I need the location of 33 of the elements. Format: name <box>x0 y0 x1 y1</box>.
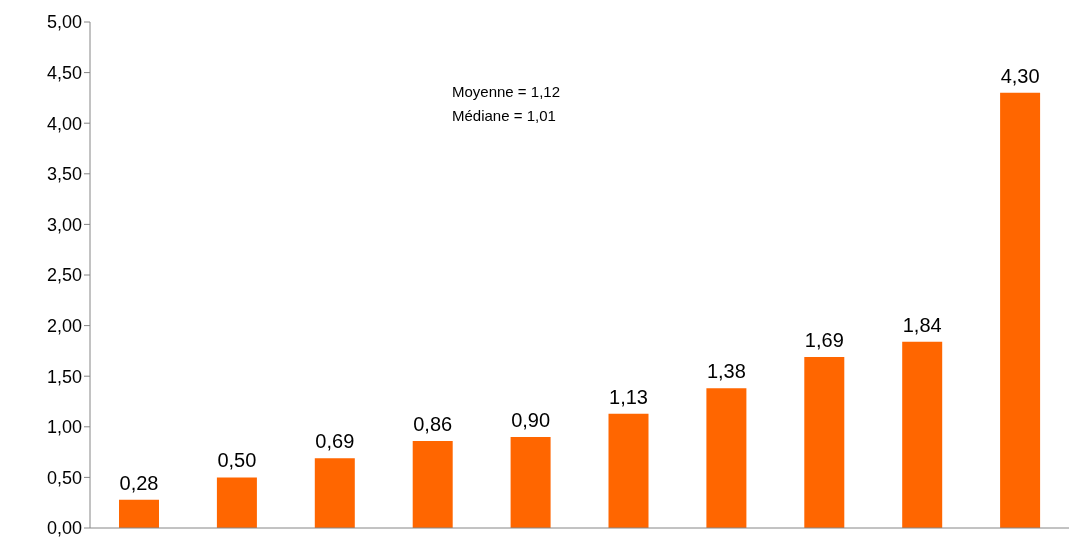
annotation: Médiane = 1,01 <box>452 106 557 126</box>
y-tick-label: 2,50 <box>46 265 82 286</box>
data-label: 0,69 <box>315 430 355 453</box>
bar <box>706 388 747 528</box>
y-tick-label: 4,00 <box>46 113 82 134</box>
bar <box>412 440 453 528</box>
y-tick-label: 5,00 <box>46 12 82 33</box>
y-tick-label: 3,00 <box>46 214 82 235</box>
data-label: 1,38 <box>706 360 746 383</box>
y-tick-label: 0,50 <box>46 467 82 488</box>
data-label: 1,84 <box>902 313 942 336</box>
data-label: 0,86 <box>413 412 453 435</box>
data-label: 4,30 <box>1000 64 1040 87</box>
data-label: 0,90 <box>511 408 551 431</box>
y-tick-label: 1,00 <box>46 417 82 438</box>
bar <box>119 499 159 528</box>
bar <box>804 356 845 528</box>
data-label: 1,69 <box>804 328 844 351</box>
y-tick-label: 0,00 <box>46 518 82 539</box>
y-tick-label: 2,00 <box>46 315 82 336</box>
bar <box>216 477 257 528</box>
annotation: Moyenne = 1,12 <box>452 82 560 102</box>
y-tick-label: 3,50 <box>46 164 82 185</box>
bar <box>314 458 355 528</box>
bar <box>608 413 649 528</box>
data-label: 0,28 <box>119 471 159 494</box>
bar <box>1000 92 1041 528</box>
y-tick-label: 4,50 <box>46 62 82 83</box>
bar <box>902 341 943 528</box>
data-label: 0,50 <box>217 449 257 472</box>
bar <box>510 436 551 528</box>
data-label: 1,13 <box>609 385 648 408</box>
y-tick-label: 1,50 <box>46 366 82 387</box>
